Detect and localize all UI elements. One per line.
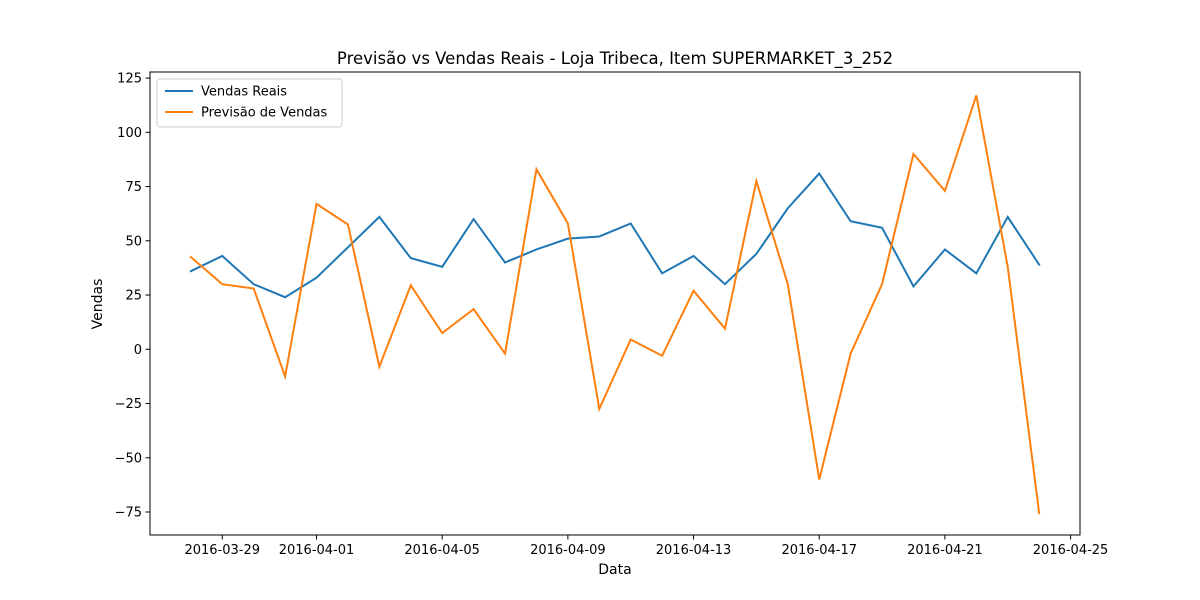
y-tick-label: −50 bbox=[115, 451, 142, 466]
x-tick-label: 2016-04-21 bbox=[907, 543, 983, 558]
x-tick-label: 2016-04-13 bbox=[656, 543, 732, 558]
x-tick-label: 2016-04-25 bbox=[1033, 543, 1109, 558]
y-tick-label: 25 bbox=[125, 289, 142, 304]
y-tick-label: 75 bbox=[125, 180, 142, 195]
plot-area: −75 −50 −25 0 25 50 75 100 125 2016-03-29 2016-04-… bbox=[115, 71, 1109, 558]
legend: Vendas Reais Previsão de Vendas bbox=[156, 78, 343, 128]
x-tick-label: 2016-03-29 bbox=[184, 543, 260, 558]
y-axis-label: Vendas bbox=[90, 279, 106, 330]
x-tick-label: 2016-04-01 bbox=[279, 543, 355, 558]
chart-title: Previsão vs Vendas Reais - Loja Tribeca,… bbox=[337, 49, 893, 69]
x-axis-label: Data bbox=[598, 562, 631, 578]
legend-label: Vendas Reais bbox=[201, 85, 287, 100]
y-tick-label: 0 bbox=[134, 343, 142, 358]
x-tick-label: 2016-04-17 bbox=[781, 543, 857, 558]
x-tick-label: 2016-04-09 bbox=[530, 543, 606, 558]
legend-label: Previsão de Vendas bbox=[201, 106, 328, 121]
x-tick-label: 2016-04-05 bbox=[404, 543, 480, 558]
y-tick-label: 125 bbox=[117, 72, 142, 87]
axes-frame bbox=[149, 71, 1081, 536]
y-tick-label: 100 bbox=[117, 126, 142, 141]
legend-box bbox=[156, 78, 343, 128]
series-line-1 bbox=[189, 171, 1041, 299]
y-tick-label: −25 bbox=[115, 397, 142, 412]
y-tick-label: −75 bbox=[115, 506, 142, 521]
y-tick-label: 50 bbox=[125, 234, 142, 249]
series-line-2 bbox=[189, 95, 1041, 515]
